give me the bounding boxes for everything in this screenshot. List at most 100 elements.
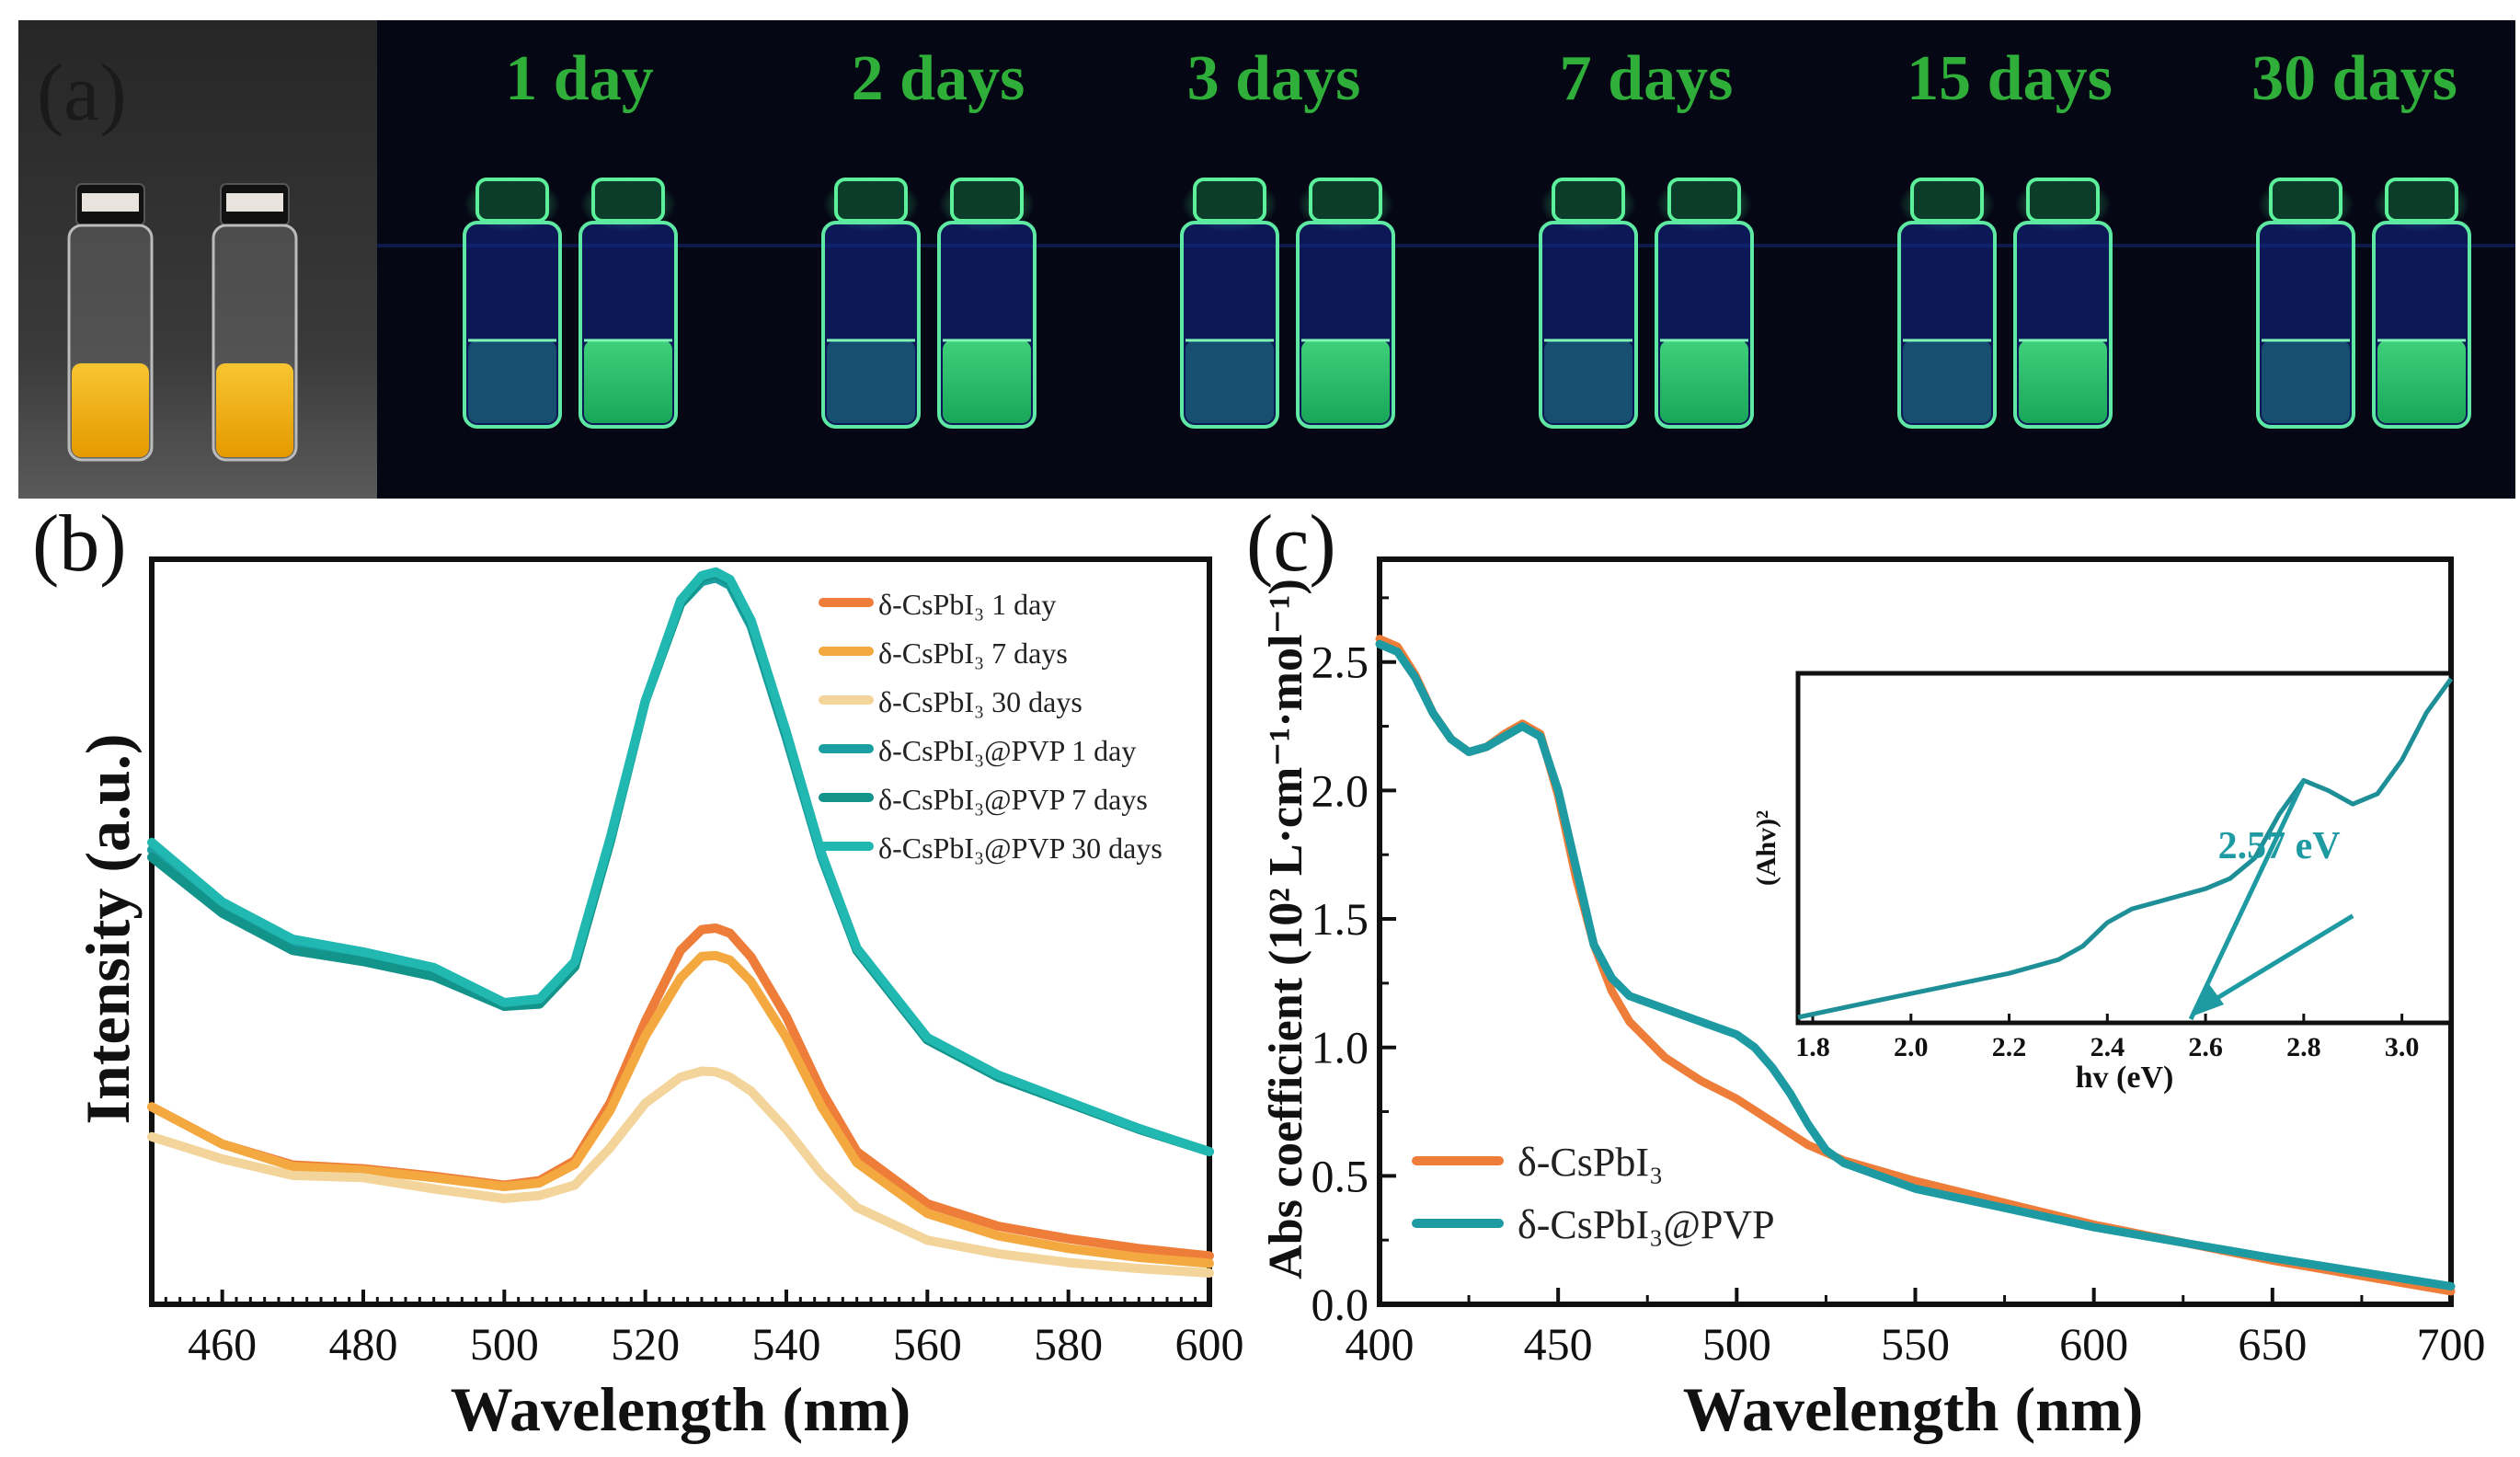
legend-entry-c: δ-CsPbI₃ [1518,1140,1663,1185]
legend-entry-b: δ-CsPbI₃@PVP 7 days [878,783,1148,816]
uv-vial-4-2 [1655,177,1754,429]
uv-vial-3-1 [1180,177,1279,429]
x-tick-label-b: 480 [329,1318,398,1370]
inset-arrow-head [2194,984,2225,1015]
day-label-3: 3 days [1187,43,1361,114]
day-label-4: 7 days [1560,43,1734,114]
inset-x-tick-label: 2.4 [2090,1032,2125,1062]
day-label-6: 30 days [2251,43,2457,114]
vial-solution [2262,340,2350,423]
x-tick-label-b: 600 [1175,1318,1244,1370]
uv-vials [463,177,2471,429]
y-axis-label-c-text: Abs coefficient (10² L·cm⁻¹·mol⁻¹) [1260,579,1312,1279]
legend-c: δ-CsPbI₃ δ-CsPbI₃@PVP [1412,1140,1775,1247]
x-tick-label-b: 500 [470,1318,539,1370]
x-tick-label-b: 460 [188,1318,257,1370]
y-tick-label-c: 1.5 [1312,893,1369,945]
x-ticks-b: 460 480 500 520 540 560 580 600 [188,1290,1244,1370]
inset-x-tick-label: 2.2 [1992,1032,2027,1062]
inset-x-tick-label: 2.6 [2188,1032,2223,1062]
vial-neck [1309,178,1382,223]
vial-neck [475,178,549,223]
vial-solution [468,340,556,423]
vial-solution [1301,340,1390,423]
inset-tauc-plot: 1.8 2.0 2.2 2.4 2.6 2.8 3.0 hv (eV) (Ahv)² 2.5… [1751,671,2454,1095]
vial-neck [950,178,1024,223]
uv-vial-1-1 [463,177,562,429]
x-tick-label-c: 600 [2059,1318,2128,1370]
vial-neck [1910,178,1984,223]
x-axis-label-b: Wavelength (nm) [451,1374,911,1444]
inset-annotation: 2.57 eV [2188,779,2354,1021]
legend-entry-b: δ-CsPbI₃@PVP 1 day [878,734,1136,767]
vial-solution [1186,340,1274,423]
legend-entry-b: δ-CsPbI₃ 30 days [878,685,1082,718]
vial-solution [584,340,672,423]
inset-x-label: hv (eV) [2076,1061,2174,1095]
vial-glass [1897,221,1997,429]
inset-x-tick-label: 1.8 [1795,1032,1830,1062]
x-tick-label-b: 560 [893,1318,962,1370]
y-axis-label-c: Abs coefficient (10² L·cm⁻¹·mol⁻¹) [1260,579,1312,1279]
x-tick-label-c: 500 [1702,1318,1771,1370]
panel-label-a: (a) [37,49,127,138]
day-label-2: 2 days [852,43,1025,114]
day-label-1: 1 day [505,43,653,114]
series-b-3 [147,1066,1214,1278]
series-c-2 [1375,639,2456,1291]
vial-glass [821,221,921,429]
uv-vial-5-1 [1897,177,1997,429]
uv-bench-line [377,244,2515,247]
uv-vial-6-1 [2256,177,2355,429]
panel-label-c: (c) [1246,499,1336,589]
vial-neck [2026,178,2100,223]
vial-neck [2385,178,2458,223]
x-tick-label-c: 450 [1524,1318,1593,1370]
inset-tangent-line [2188,779,2307,1021]
legend-entry-b: δ-CsPbI₃@PVP 30 days [878,832,1163,865]
uv-vial-6-2 [2372,177,2471,429]
inset-x-tick-label: 3.0 [2385,1032,2420,1062]
panel-c-abs-chart: (c) 400 450 500 550 600 650 700 0.0 0.5 1.0 1.5 2.0… [1246,499,2486,1444]
vial-label [82,193,139,212]
vial-neck [1667,178,1741,223]
y-tick-label-c: 1.0 [1312,1022,1369,1073]
vial-neck [1193,178,1266,223]
legend-entry-b: δ-CsPbI₃ 1 day [878,588,1056,621]
inset-annotation-label: 2.57 eV [2218,825,2341,867]
vial-glass [2256,221,2355,429]
vial-glass [1539,221,1638,429]
x-tick-label-c: 650 [2238,1318,2307,1370]
panel-b-pl-chart: (b) 460 480 500 520 540 560 580 600 δ-CsPbI₃ 1 … [32,499,1244,1444]
vial-solution [1660,340,1748,423]
uv-vial-2-1 [821,177,921,429]
panel-label-b: (b) [32,499,127,589]
vial-solution [72,363,149,457]
y-axis-label-b: Intensity (a.u.) [73,733,143,1124]
uv-vial-4-1 [1539,177,1638,429]
vial-solution [1544,340,1632,423]
inset-x-tick-label: 2.8 [2286,1032,2321,1062]
panel-a-photo: (a) 1 day 2 days 3 days 7 days 15 days 30 day… [18,20,2515,499]
daylight-vial-1 [67,183,154,462]
vial-solution [827,340,915,423]
ticks-c: 400 450 500 550 600 650 700 0.0 0.5 1.0 1.5 2.0 2.5 [1312,596,2486,1370]
y-tick-label-c: 2.5 [1312,637,1369,688]
legend-entry-b: δ-CsPbI₃ 7 days [878,637,1068,670]
inset-x-tick-label: 2.0 [1894,1032,1929,1062]
vial-label [226,193,283,212]
inset-series [1797,677,2454,1020]
series-b [147,567,1214,1278]
uv-vial-2-2 [937,177,1037,429]
series-b-2 [147,950,1214,1268]
uv-vial-3-2 [1296,177,1395,429]
y-tick-label-c: 0.0 [1312,1279,1369,1330]
vial-solution [2377,340,2466,423]
series-b-6 [147,567,1214,1156]
x-axis-label-c: Wavelength (nm) [1683,1374,2144,1444]
daylight-vial-2 [212,183,298,462]
day-labels: 1 day 2 days 3 days 7 days 15 days 30 days [505,43,2457,114]
series-c [1375,635,2456,1296]
x-tick-label-c: 700 [2417,1318,2486,1370]
